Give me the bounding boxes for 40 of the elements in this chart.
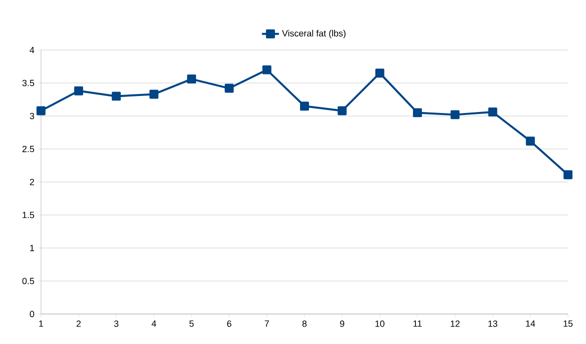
y-tick-label: 2.5 <box>22 146 34 152</box>
point <box>488 108 498 117</box>
point <box>36 106 46 116</box>
y-tick-label: 0.5 <box>22 278 34 284</box>
x-tick-label: 1 <box>39 320 44 327</box>
y-tick-label: 4 <box>30 46 34 54</box>
x-tick-label: 7 <box>264 320 269 327</box>
x-tick-label: 8 <box>302 320 307 327</box>
y-tick-label: 0 <box>30 310 34 318</box>
point <box>300 102 309 111</box>
point <box>412 108 422 118</box>
x-tick-label: 15 <box>564 320 573 327</box>
x-tick-label: 10 <box>375 320 384 327</box>
point <box>112 92 121 101</box>
x-tick-label: 9 <box>340 320 344 327</box>
x-tick-label: 5 <box>189 320 194 327</box>
x-tick-label: 14 <box>526 320 536 327</box>
point <box>262 65 272 74</box>
x-tick-label: 4 <box>152 320 156 327</box>
point <box>338 106 347 116</box>
point <box>564 170 572 180</box>
point <box>74 86 84 96</box>
y-tick-label: 1 <box>30 244 34 252</box>
y-tick-label: 3 <box>30 112 34 120</box>
legend-label: Visceral fat (lbs) <box>282 30 346 38</box>
point <box>187 74 196 84</box>
y-tick-label: 1.5 <box>22 212 34 218</box>
y-tick-label: 3.5 <box>22 80 34 86</box>
point <box>375 68 384 78</box>
x-tick-label: 13 <box>488 320 498 327</box>
point <box>526 136 535 146</box>
point <box>149 90 158 99</box>
x-tick-label: 3 <box>114 320 118 327</box>
x-tick-label: 2 <box>76 320 81 327</box>
x-tick-label: 6 <box>227 320 232 327</box>
point <box>224 84 234 93</box>
x-tick-label: 12 <box>450 320 460 327</box>
x-tick-label: 11 <box>413 320 422 327</box>
point <box>450 110 460 120</box>
y-tick-label: 2 <box>30 178 34 186</box>
